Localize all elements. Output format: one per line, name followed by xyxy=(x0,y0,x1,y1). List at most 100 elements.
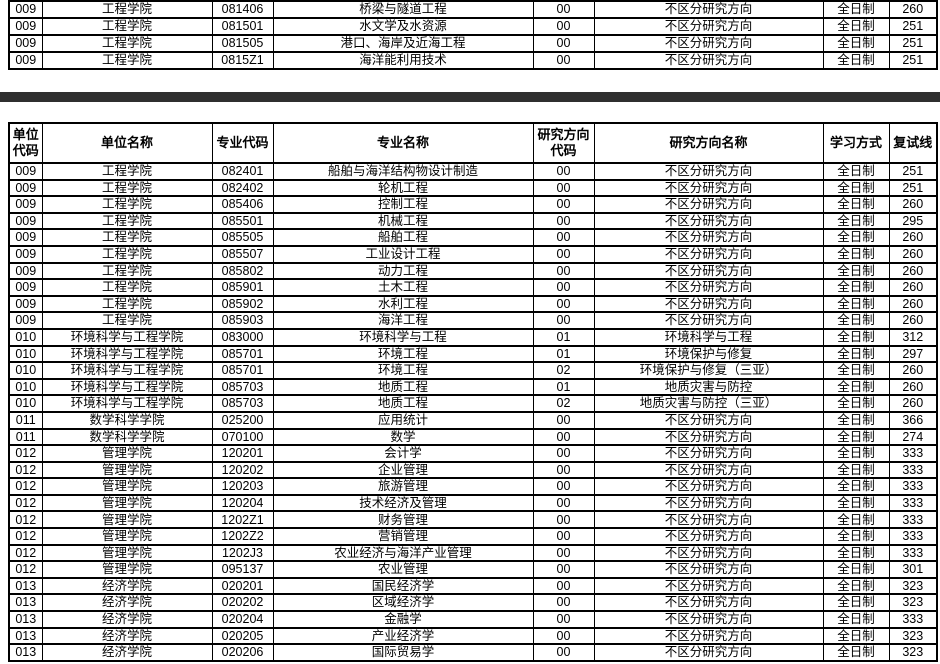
cell-major-name: 地质工程 xyxy=(272,377,534,397)
cell-major-code: 085703 xyxy=(211,394,274,413)
cell-direction-name: 地质灾害与防控（三亚） xyxy=(593,394,824,413)
cell-major-name: 动力工程 xyxy=(272,261,534,281)
cell-direction-code: 00 xyxy=(532,493,595,513)
table-row: 011 数学科学学院 025200 应用统计 00 不区分研究方向 全日制 366 xyxy=(8,410,938,430)
cell-score-line: 333 xyxy=(888,444,938,463)
cell-direction-name: 不区分研究方向 xyxy=(593,34,824,53)
cell-unit-code: 009 xyxy=(8,162,43,181)
cell-unit-name: 工程学院 xyxy=(41,162,213,181)
cell-unit-name: 管理学院 xyxy=(41,527,213,546)
cell-major-code: 085507 xyxy=(211,244,274,264)
cell-major-code: 085505 xyxy=(211,228,274,247)
table-row: 012 管理学院 1202Z1 财务管理 00 不区分研究方向 全日制 333 xyxy=(8,510,938,530)
cell-major-code: 120201 xyxy=(211,444,274,463)
cell-major-name: 水文学及水资源 xyxy=(272,17,534,36)
cell-unit-code: 013 xyxy=(8,610,43,629)
cell-major-name: 轮机工程 xyxy=(272,178,534,198)
cell-direction-code: 00 xyxy=(532,460,595,480)
cell-major-code: 020201 xyxy=(211,576,274,596)
cell-unit-code: 009 xyxy=(8,294,43,314)
cell-direction-code: 00 xyxy=(532,410,595,430)
main-table: 单位 代码 单位名称 专业代码 专业名称 研究方向 代码 研究方向名称 学习方式… xyxy=(8,122,938,662)
cell-direction-code: 00 xyxy=(532,195,595,214)
table-row: 009 工程学院 085903 海洋工程 00 不区分研究方向 全日制 260 xyxy=(8,311,938,330)
cell-study-mode: 全日制 xyxy=(822,327,890,347)
cell-major-name: 产业经济学 xyxy=(272,626,534,646)
cell-major-name: 企业管理 xyxy=(272,460,534,480)
cell-unit-code: 012 xyxy=(8,560,43,579)
cell-direction-code: 00 xyxy=(532,576,595,596)
cell-direction-name: 环境保护与修复 xyxy=(593,344,824,364)
cell-major-name: 金融学 xyxy=(272,610,534,629)
table-row: 013 经济学院 020204 金融学 00 不区分研究方向 全日制 333 xyxy=(8,610,938,629)
top-table: 009 工程学院 081406 桥梁与隧道工程 00 不区分研究方向 全日制 260 009 工程… xyxy=(8,0,938,70)
header-row: 单位 代码 单位名称 专业代码 专业名称 研究方向 代码 研究方向名称 学习方式… xyxy=(8,122,938,164)
table-row: 012 管理学院 1202Z2 营销管理 00 不区分研究方向 全日制 333 xyxy=(8,527,938,546)
cell-direction-code: 00 xyxy=(532,0,595,19)
cell-unit-code: 013 xyxy=(8,593,43,613)
cell-score-line: 295 xyxy=(888,211,938,231)
cell-study-mode: 全日制 xyxy=(822,311,890,330)
cell-study-mode: 全日制 xyxy=(822,510,890,530)
cell-unit-name: 管理学院 xyxy=(41,444,213,463)
main-table-section: 单位 代码 单位名称 专业代码 专业名称 研究方向 代码 研究方向名称 学习方式… xyxy=(8,122,938,662)
cell-direction-name: 不区分研究方向 xyxy=(593,311,824,330)
cell-major-code: 120204 xyxy=(211,493,274,513)
cell-direction-code: 00 xyxy=(532,244,595,264)
column-header-major-name: 专业名称 xyxy=(272,122,534,164)
cell-direction-code: 00 xyxy=(532,51,595,70)
cell-score-line: 251 xyxy=(888,162,938,181)
cell-major-code: 070100 xyxy=(211,427,274,447)
cell-major-code: 081505 xyxy=(211,34,274,53)
cell-major-code: 1202Z1 xyxy=(211,510,274,530)
cell-study-mode: 全日制 xyxy=(822,228,890,247)
cell-direction-code: 02 xyxy=(532,361,595,380)
cell-study-mode: 全日制 xyxy=(822,427,890,447)
cell-direction-name: 不区分研究方向 xyxy=(593,610,824,629)
cell-direction-code: 00 xyxy=(532,593,595,613)
cell-direction-name: 不区分研究方向 xyxy=(593,228,824,247)
column-header-direction-name: 研究方向名称 xyxy=(593,122,824,164)
cell-major-name: 环境工程 xyxy=(272,344,534,364)
table-row: 009 工程学院 081501 水文学及水资源 00 不区分研究方向 全日制 251 xyxy=(8,17,938,36)
cell-unit-code: 009 xyxy=(8,244,43,264)
cell-direction-code: 00 xyxy=(532,477,595,496)
cell-direction-name: 不区分研究方向 xyxy=(593,593,824,613)
cell-direction-name: 环境保护与修复（三亚） xyxy=(593,361,824,380)
cell-score-line: 323 xyxy=(888,643,938,662)
cell-study-mode: 全日制 xyxy=(822,344,890,364)
cell-score-line: 333 xyxy=(888,460,938,480)
cell-study-mode: 全日制 xyxy=(822,261,890,281)
table-row: 012 管理学院 1202J3 农业经济与海洋产业管理 00 不区分研究方向 全日制 333 xyxy=(8,543,938,563)
cell-major-name: 财务管理 xyxy=(272,510,534,530)
cell-direction-name: 不区分研究方向 xyxy=(593,195,824,214)
table-row: 009 工程学院 081406 桥梁与隧道工程 00 不区分研究方向 全日制 260 xyxy=(8,0,938,19)
cell-direction-code: 01 xyxy=(532,344,595,364)
cell-study-mode: 全日制 xyxy=(822,294,890,314)
cell-direction-name: 不区分研究方向 xyxy=(593,244,824,264)
cell-major-name: 桥梁与隧道工程 xyxy=(272,0,534,19)
cell-direction-code: 00 xyxy=(532,162,595,181)
cell-direction-name: 环境科学与工程 xyxy=(593,327,824,347)
cell-score-line: 323 xyxy=(888,576,938,596)
cell-score-line: 260 xyxy=(888,361,938,380)
cell-direction-code: 00 xyxy=(532,610,595,629)
cell-major-name: 农业经济与海洋产业管理 xyxy=(272,543,534,563)
cell-major-name: 海洋工程 xyxy=(272,311,534,330)
cell-major-code: 0815Z1 xyxy=(211,51,274,70)
cell-direction-code: 01 xyxy=(532,377,595,397)
cell-score-line: 260 xyxy=(888,377,938,397)
cell-study-mode: 全日制 xyxy=(822,394,890,413)
cell-study-mode: 全日制 xyxy=(822,17,890,36)
table-row: 010 环境科学与工程学院 085701 环境工程 02 环境保护与修复（三亚） 全日制 26… xyxy=(8,361,938,380)
table-row: 010 环境科学与工程学院 083000 环境科学与工程 01 环境科学与工程 全日制 312 xyxy=(8,327,938,347)
cell-direction-name: 不区分研究方向 xyxy=(593,51,824,70)
cell-unit-code: 012 xyxy=(8,510,43,530)
cell-unit-code: 012 xyxy=(8,527,43,546)
cell-unit-name: 管理学院 xyxy=(41,493,213,513)
cell-study-mode: 全日制 xyxy=(822,0,890,19)
cell-direction-name: 不区分研究方向 xyxy=(593,576,824,596)
cell-unit-code: 013 xyxy=(8,643,43,662)
cell-score-line: 260 xyxy=(888,0,938,19)
cell-unit-code: 009 xyxy=(8,261,43,281)
